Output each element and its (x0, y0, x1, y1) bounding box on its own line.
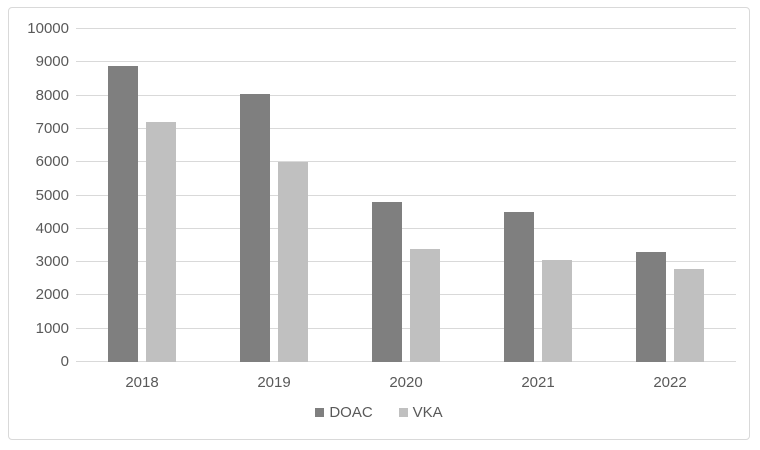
y-axis-tick-label: 9000 (35, 53, 69, 71)
plot-area (76, 28, 736, 362)
legend-swatch-doac (315, 408, 325, 417)
legend-label-doac: DOAC (329, 404, 373, 421)
bar-vka-2019 (278, 162, 308, 362)
y-axis-tick-label: 6000 (35, 153, 69, 171)
bar-group-2020 (340, 29, 472, 362)
x-axis-label-2018: 2018 (125, 374, 159, 391)
y-axis-tick-label: 1000 (35, 319, 69, 337)
x-axis-label-2019: 2019 (257, 374, 291, 391)
y-axis-tick-label: 4000 (35, 219, 69, 237)
gridline (76, 361, 736, 362)
bar-group-2021 (472, 29, 604, 362)
x-axis-label-2020: 2020 (389, 374, 423, 391)
bar-group-2019 (208, 29, 340, 362)
gridline (76, 61, 736, 63)
legend-item-doac: DOAC (315, 404, 373, 421)
legend-item-vka: VKA (398, 404, 443, 421)
gridline (76, 94, 736, 96)
y-axis-tick-label: 3000 (35, 253, 69, 271)
bar-doac-2022 (636, 252, 666, 362)
chart-frame: 0 1000 2000 3000 4000 5000 6000 7000 8000 9000 100… (8, 7, 750, 440)
y-axis-tick-label: 8000 (35, 86, 69, 104)
y-axis-tick-label: 7000 (35, 119, 69, 137)
gridline (76, 261, 736, 263)
bar-vka-2020 (410, 248, 440, 362)
bar-doac-2021 (504, 212, 534, 362)
bar-doac-2020 (372, 202, 402, 362)
gridline (76, 161, 736, 163)
y-axis-tick-label: 2000 (35, 286, 69, 304)
y-axis-tick-label: 10000 (27, 20, 69, 37)
gridline (76, 327, 736, 329)
bar-group-2022 (604, 29, 736, 362)
legend-label-vka: VKA (412, 404, 443, 421)
bar-vka-2018 (146, 122, 176, 362)
x-axis-label-2022: 2022 (653, 374, 687, 391)
gridline (76, 28, 736, 29)
gridline (76, 194, 736, 196)
x-axis-label-2021: 2021 (521, 374, 555, 391)
gridline (76, 227, 736, 229)
x-axis-labels: 2018 2019 2020 2021 2022 (76, 374, 736, 391)
bar-vka-2021 (542, 260, 572, 362)
bar-group-2018 (76, 29, 208, 362)
y-axis-tick-label: 0 (60, 353, 69, 370)
bar-doac-2019 (240, 93, 270, 362)
y-axis-tick-label: 5000 (35, 186, 69, 204)
legend-swatch-vka (398, 408, 408, 417)
gridline (76, 294, 736, 296)
gridline (76, 127, 736, 129)
bar-vka-2022 (674, 268, 704, 362)
bar-doac-2018 (108, 65, 138, 362)
legend: DOAC VKA (9, 404, 749, 421)
y-axis-labels: 0 1000 2000 3000 4000 5000 6000 7000 8000 9000 100… (9, 21, 69, 370)
